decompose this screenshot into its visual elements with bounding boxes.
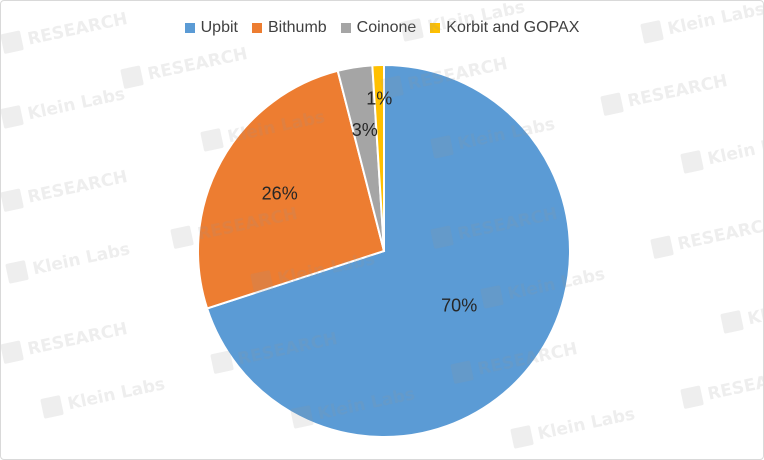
- legend-item-coinone: Coinone: [340, 19, 417, 37]
- legend-label: Upbit: [200, 19, 238, 36]
- pie-slice-bithumb: [197, 69, 386, 310]
- legend-item-korbit-gopax: Korbit and GOPAX: [430, 19, 579, 37]
- legend-label: Korbit and GOPAX: [446, 19, 580, 36]
- legend-item-upbit: Upbit: [184, 19, 238, 37]
- legend-label: Bithumb: [267, 19, 327, 36]
- legend-item-bithumb: Bithumb: [251, 19, 327, 37]
- data-label: 26%: [262, 184, 298, 204]
- data-label: 1%: [366, 89, 392, 109]
- legend-swatch: [430, 23, 441, 33]
- data-label: 70%: [441, 296, 477, 316]
- legend-swatch: [251, 23, 262, 33]
- pie-slice-upbit: [205, 63, 571, 438]
- data-label: 3%: [352, 120, 378, 140]
- chart-legend: Upbit Bithumb Coinone Korbit and GOPAX: [1, 19, 763, 37]
- legend-swatch: [184, 23, 195, 33]
- legend-label: Coinone: [356, 19, 417, 36]
- pie-slice-korbit-gopax: [371, 63, 385, 252]
- legend-swatch: [340, 23, 351, 33]
